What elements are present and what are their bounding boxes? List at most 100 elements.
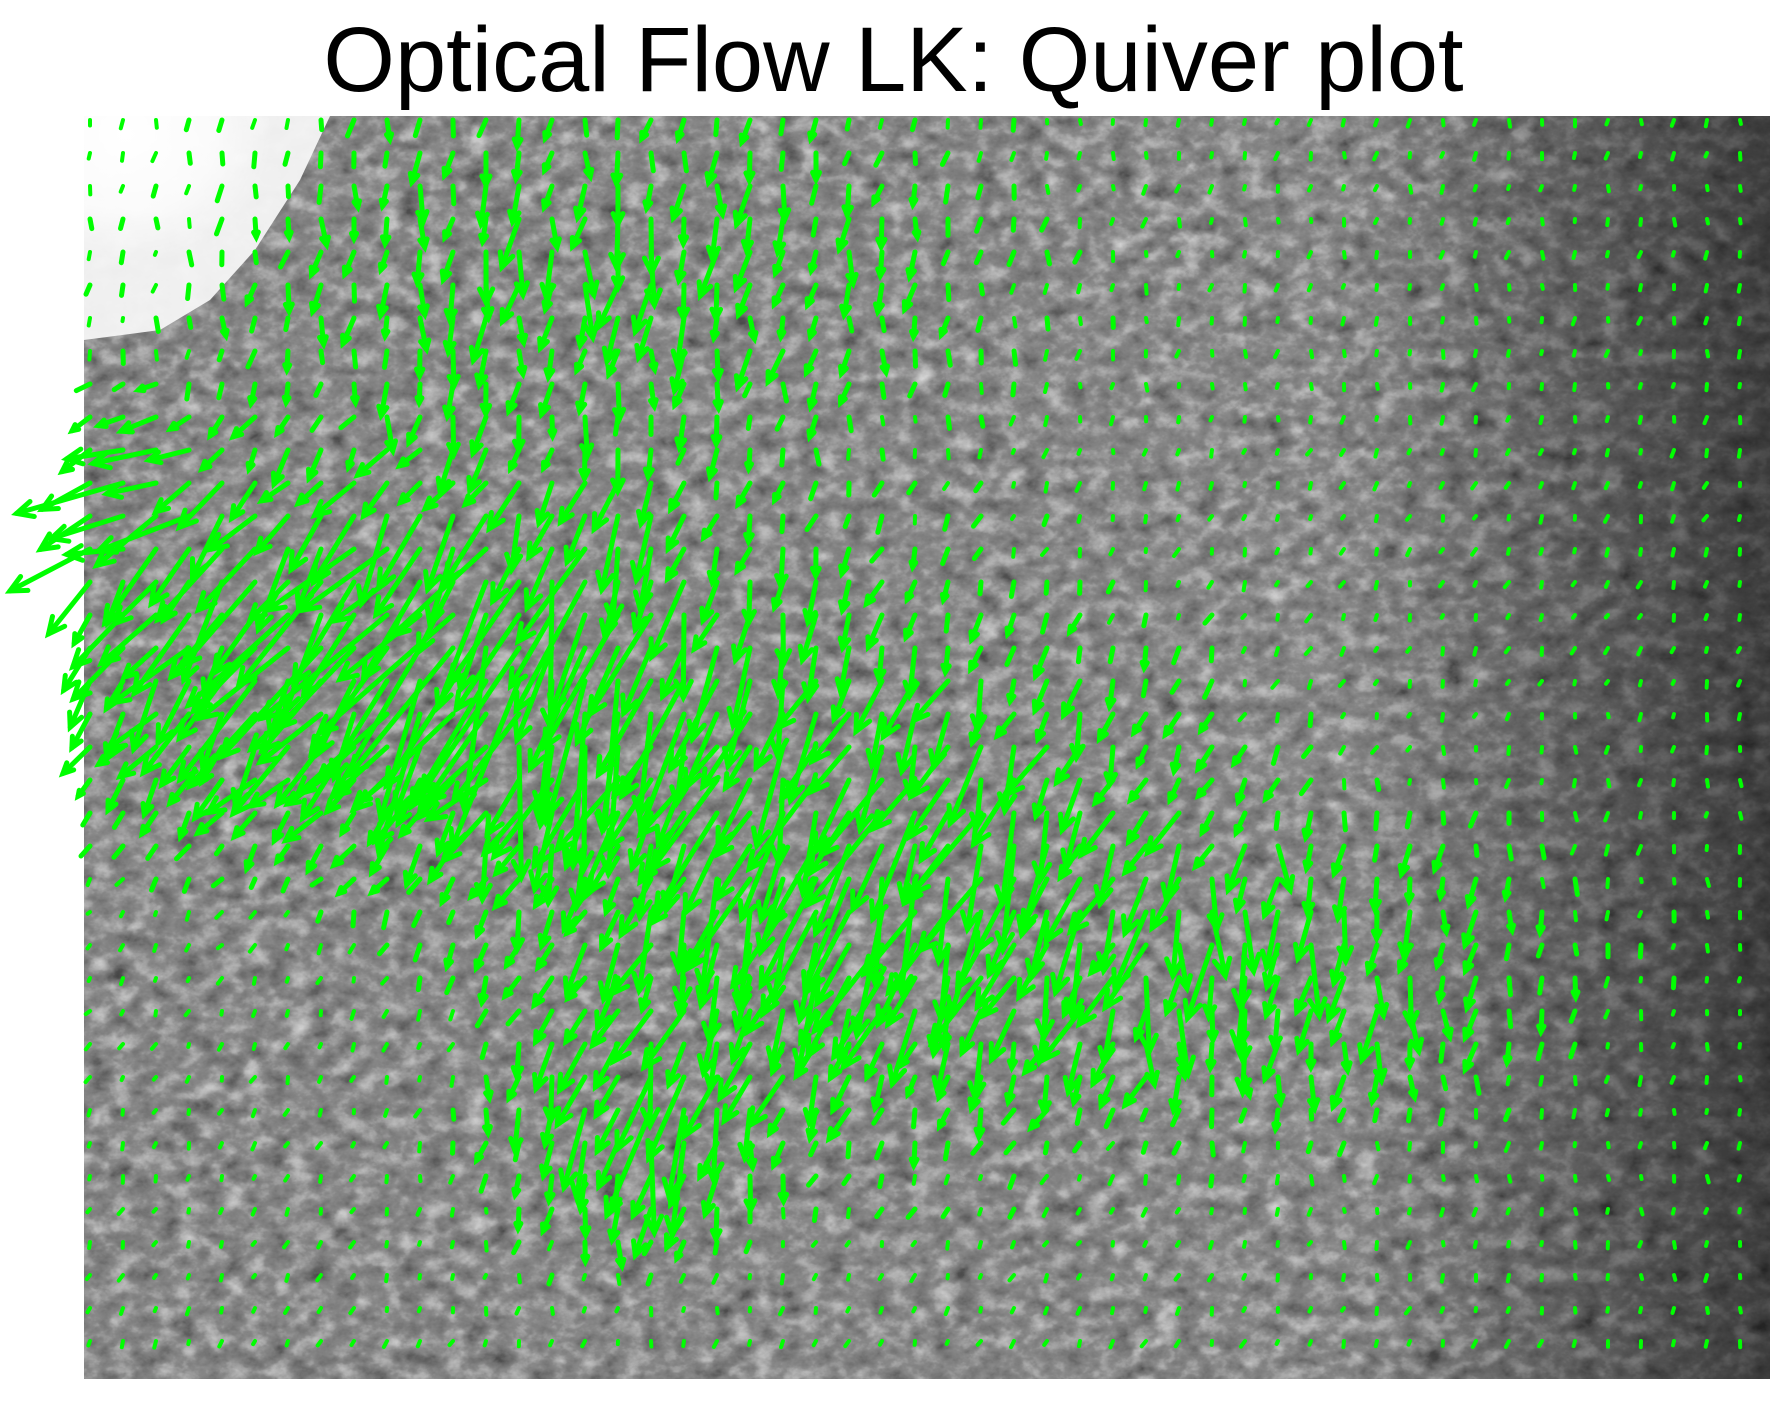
flow-arrow <box>943 612 951 634</box>
flow-arrow <box>86 316 92 328</box>
flow-arrow <box>528 645 588 771</box>
flow-arrow <box>181 876 192 894</box>
arrow-head <box>674 269 687 287</box>
flow-arrow <box>211 612 258 676</box>
arrow-head <box>1144 835 1164 858</box>
flow-arrow <box>1144 283 1149 296</box>
flow-arrow <box>446 909 456 925</box>
flow-arrow <box>1274 448 1280 456</box>
flow-arrow <box>282 1240 290 1250</box>
flow-arrow <box>948 909 984 1018</box>
arrow-head <box>1098 1093 1111 1111</box>
arrow-head <box>1329 1029 1343 1048</box>
arrow-head <box>1096 728 1109 745</box>
flow-arrow <box>1538 514 1544 525</box>
flow-arrow <box>1670 481 1676 492</box>
arrow-head <box>244 294 255 308</box>
flow-arrow <box>1043 349 1049 362</box>
arrow-head <box>595 569 616 596</box>
flow-arrow <box>779 1339 785 1350</box>
arrow-head <box>1404 892 1415 907</box>
flow-arrow <box>638 480 654 527</box>
flow-arrow <box>435 810 456 856</box>
flow-arrow <box>1241 1174 1247 1184</box>
arrow-head <box>838 599 851 616</box>
flow-arrow <box>857 744 885 832</box>
flow-arrow <box>1342 349 1347 359</box>
flow-arrow <box>1472 217 1478 227</box>
flow-arrow <box>1339 646 1346 657</box>
flow-arrow <box>1309 1174 1315 1187</box>
flow-arrow <box>1295 909 1314 961</box>
flow-arrow <box>251 1339 257 1347</box>
arrow-head <box>1066 911 1090 936</box>
flow-arrow <box>1102 942 1149 1010</box>
flow-arrow <box>975 1339 983 1347</box>
flow-arrow <box>634 513 654 583</box>
flow-arrow <box>526 513 555 560</box>
flow-arrow <box>1405 547 1412 558</box>
flow-arrow <box>48 513 126 542</box>
flow-arrow <box>700 579 720 623</box>
flow-arrow <box>1535 942 1545 959</box>
flow-arrow <box>252 249 259 266</box>
arrow-head <box>273 853 285 867</box>
flow-arrow <box>1571 481 1577 491</box>
flow-arrow <box>1072 249 1083 265</box>
arrow-head <box>1234 792 1246 807</box>
flow-arrow <box>1336 1140 1347 1158</box>
flow-arrow <box>417 777 456 820</box>
flow-arrow <box>415 975 423 993</box>
flow-arrow <box>1502 580 1511 590</box>
flow-arrow <box>417 1240 422 1247</box>
arrow-head <box>905 1086 915 1100</box>
flow-arrow <box>453 612 522 712</box>
arrow-head <box>160 604 178 625</box>
flow-arrow <box>1540 283 1545 291</box>
flow-arrow <box>1603 1009 1610 1020</box>
arrow-head <box>511 168 523 185</box>
flow-arrow <box>753 711 786 771</box>
arrow-head <box>510 858 532 884</box>
arrow-head <box>473 1151 484 1166</box>
flow-arrow <box>451 711 522 804</box>
arrow-head <box>309 300 321 318</box>
flow-arrow <box>1142 1240 1148 1248</box>
arrow-head <box>630 611 649 635</box>
flow-arrow <box>1359 1008 1380 1063</box>
flow-arrow <box>1206 1273 1214 1283</box>
flow-arrow <box>1669 646 1676 655</box>
flow-arrow <box>844 117 852 132</box>
arrow-head <box>806 428 817 443</box>
flow-arrow <box>619 678 687 799</box>
arrow-head <box>677 234 690 250</box>
flow-arrow <box>1241 1141 1247 1154</box>
flow-arrow <box>119 1339 125 1350</box>
flow-arrow <box>599 711 621 833</box>
arrow-head <box>554 1105 574 1130</box>
arrow-head <box>564 988 578 1003</box>
flow-arrow <box>1107 613 1115 625</box>
flow-arrow <box>830 1074 852 1113</box>
flow-arrow <box>348 1240 356 1250</box>
arrow-head <box>601 345 619 367</box>
flow-arrow <box>1202 612 1215 626</box>
flow-arrow <box>317 150 324 170</box>
arrow-head <box>735 302 748 321</box>
flow-arrow <box>1341 810 1348 833</box>
flow-arrow <box>774 414 786 432</box>
arrow-head <box>1241 951 1262 977</box>
arrow-head <box>1087 959 1104 978</box>
arrow-head <box>669 205 683 224</box>
flow-arrow <box>46 579 93 637</box>
flow-arrow <box>1010 514 1016 521</box>
flow-arrow <box>1373 580 1379 591</box>
flow-arrow <box>767 843 819 928</box>
flow-arrow <box>637 843 654 920</box>
arrow-head <box>1364 960 1377 978</box>
flow-arrow <box>1605 1273 1610 1282</box>
arrow-head <box>1370 928 1383 945</box>
flow-arrow <box>1572 382 1577 393</box>
arrow-head <box>1442 1026 1454 1043</box>
arrow-head <box>750 825 771 852</box>
